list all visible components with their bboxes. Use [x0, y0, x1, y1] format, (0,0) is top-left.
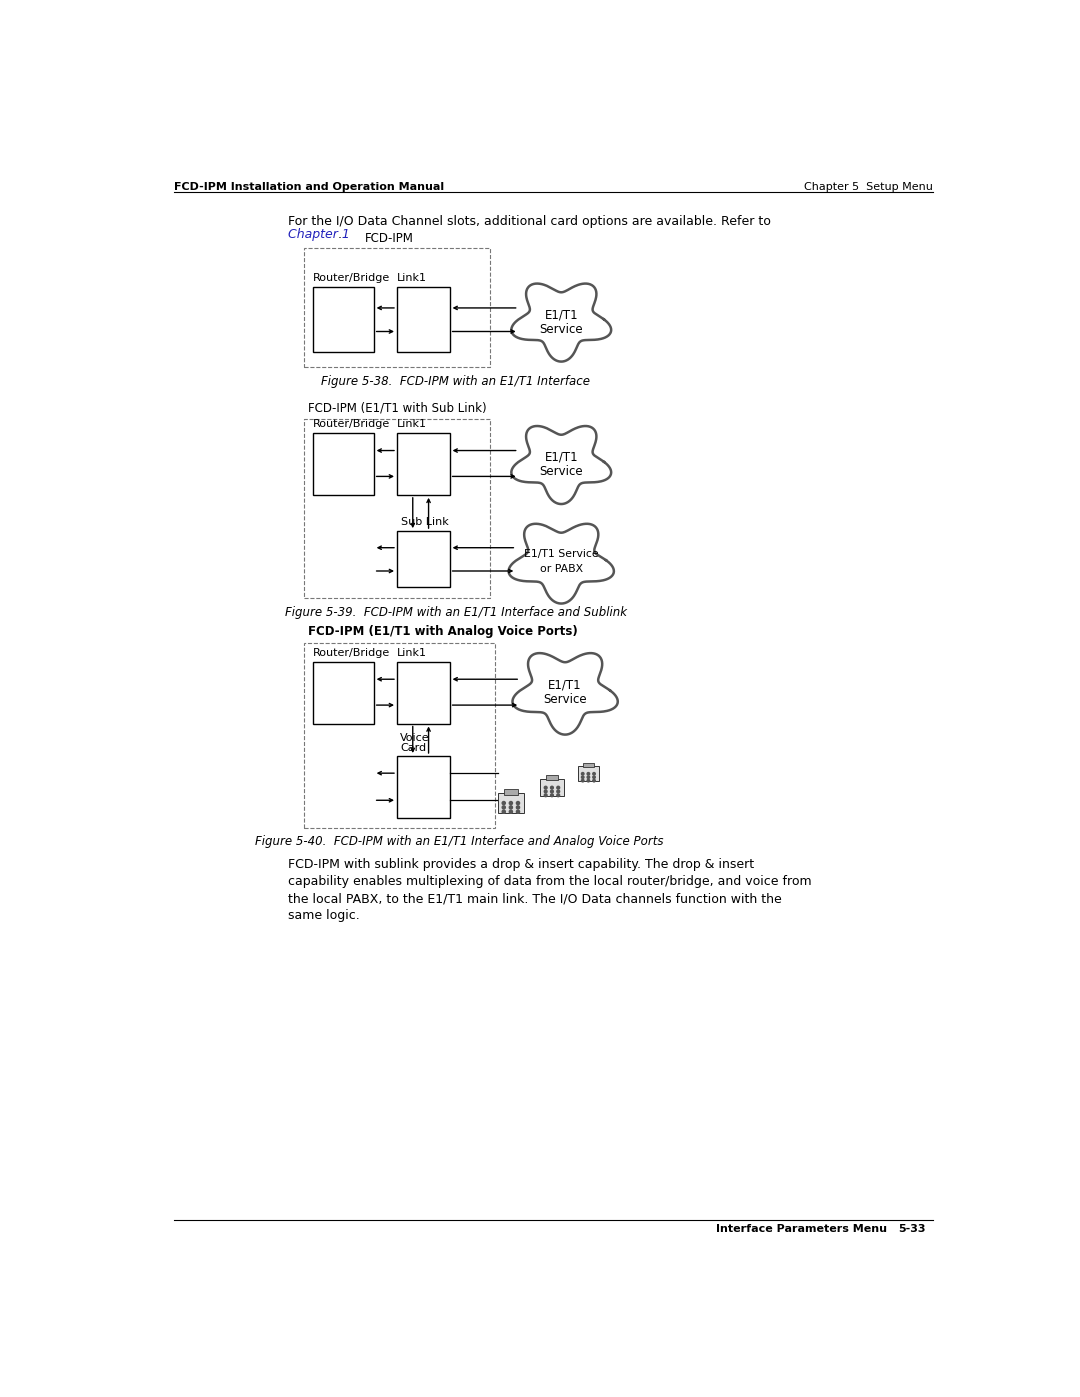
Circle shape: [510, 802, 512, 805]
Text: FCD-IPM: FCD-IPM: [365, 232, 414, 246]
Text: E1/T1: E1/T1: [549, 679, 582, 692]
Text: FCD-IPM Installation and Operation Manual: FCD-IPM Installation and Operation Manua…: [174, 182, 444, 191]
Circle shape: [581, 780, 584, 782]
Bar: [313, 433, 374, 495]
Bar: [498, 793, 524, 813]
Text: Figure 5-40.  FCD-IPM with an E1/T1 Interface and Analog Voice Ports: Figure 5-40. FCD-IPM with an E1/T1 Inter…: [256, 835, 664, 848]
Bar: [503, 789, 518, 795]
Text: .: .: [338, 229, 342, 242]
Bar: [313, 286, 374, 352]
Circle shape: [581, 773, 584, 775]
Bar: [303, 643, 496, 827]
Circle shape: [510, 810, 512, 813]
Text: Router/Bridge: Router/Bridge: [313, 648, 391, 658]
Text: Service: Service: [539, 323, 583, 335]
Text: Chapter 1: Chapter 1: [288, 229, 350, 242]
Text: Service: Service: [539, 465, 583, 478]
Circle shape: [510, 806, 512, 809]
Bar: [397, 433, 449, 495]
Text: or PABX: or PABX: [540, 564, 583, 574]
Circle shape: [551, 787, 553, 789]
Bar: [303, 419, 490, 598]
Text: E1/T1: E1/T1: [544, 309, 578, 321]
Circle shape: [581, 775, 584, 778]
Circle shape: [544, 791, 548, 793]
Bar: [397, 286, 449, 352]
Circle shape: [593, 780, 595, 782]
Circle shape: [544, 793, 548, 796]
Bar: [397, 662, 449, 724]
Bar: [540, 780, 564, 796]
Circle shape: [593, 775, 595, 778]
Circle shape: [557, 787, 559, 789]
Polygon shape: [511, 284, 611, 362]
Text: Figure 5-38.  FCD-IPM with an E1/T1 Interface: Figure 5-38. FCD-IPM with an E1/T1 Inter…: [322, 374, 591, 388]
Text: Router/Bridge: Router/Bridge: [313, 419, 391, 429]
Text: 5-33: 5-33: [897, 1224, 926, 1235]
Text: Figure 5-39.  FCD-IPM with an E1/T1 Interface and Sublink: Figure 5-39. FCD-IPM with an E1/T1 Inter…: [285, 606, 626, 619]
Text: same logic.: same logic.: [288, 909, 361, 922]
Text: E1/T1 Service: E1/T1 Service: [524, 549, 598, 559]
Text: Chapter 5  Setup Menu: Chapter 5 Setup Menu: [805, 182, 933, 191]
Text: Sub Link: Sub Link: [401, 517, 448, 527]
Text: Link1: Link1: [397, 274, 427, 284]
Text: For the I/O Data Channel slots, additional card options are available. Refer to: For the I/O Data Channel slots, addition…: [288, 215, 771, 228]
Circle shape: [516, 802, 519, 805]
Circle shape: [516, 810, 519, 813]
Bar: [313, 662, 374, 724]
Circle shape: [593, 773, 595, 775]
Circle shape: [502, 810, 505, 813]
Text: FCD-IPM (E1/T1 with Analog Voice Ports): FCD-IPM (E1/T1 with Analog Voice Ports): [308, 624, 578, 638]
Circle shape: [551, 791, 553, 793]
Polygon shape: [509, 524, 613, 604]
Text: FCD-IPM with sublink provides a drop & insert capability. The drop & insert: FCD-IPM with sublink provides a drop & i…: [288, 858, 755, 872]
Bar: [582, 763, 594, 767]
Text: Link1: Link1: [397, 648, 427, 658]
Circle shape: [502, 802, 505, 805]
Polygon shape: [513, 654, 618, 735]
Polygon shape: [511, 426, 611, 504]
Bar: [397, 756, 449, 817]
Circle shape: [544, 787, 548, 789]
Circle shape: [557, 791, 559, 793]
Text: E1/T1: E1/T1: [544, 451, 578, 464]
Circle shape: [557, 793, 559, 796]
Text: Card: Card: [400, 743, 427, 753]
Text: capability enables multiplexing of data from the local router/bridge, and voice : capability enables multiplexing of data …: [288, 876, 812, 888]
Circle shape: [551, 793, 553, 796]
Bar: [578, 766, 598, 781]
Text: the local PABX, to the E1/T1 main link. The I/O Data channels function with the: the local PABX, to the E1/T1 main link. …: [288, 893, 782, 905]
Bar: [545, 775, 558, 781]
Bar: [397, 531, 449, 587]
Text: FCD-IPM (E1/T1 with Sub Link): FCD-IPM (E1/T1 with Sub Link): [308, 402, 486, 415]
Circle shape: [502, 806, 505, 809]
Circle shape: [588, 773, 590, 775]
Text: Service: Service: [543, 693, 586, 707]
Circle shape: [516, 806, 519, 809]
Text: Link1: Link1: [397, 419, 427, 429]
Bar: [303, 249, 490, 367]
Circle shape: [588, 780, 590, 782]
Text: Voice: Voice: [400, 733, 430, 743]
Text: Router/Bridge: Router/Bridge: [313, 274, 391, 284]
Text: Interface Parameters Menu: Interface Parameters Menu: [716, 1224, 888, 1235]
Circle shape: [588, 775, 590, 778]
